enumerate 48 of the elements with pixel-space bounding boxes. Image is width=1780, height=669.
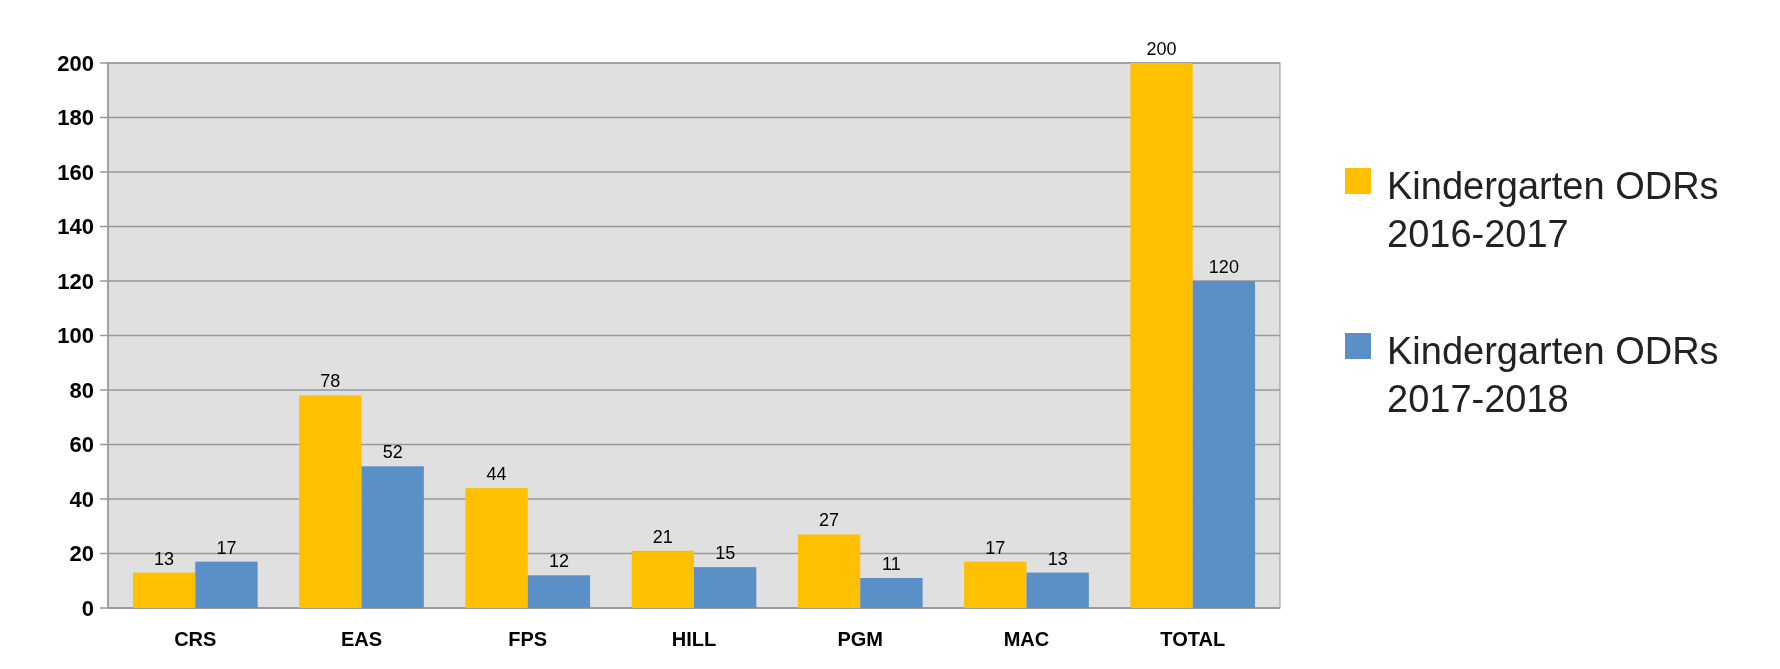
bar [132, 572, 196, 608]
bar [361, 466, 424, 608]
data-label: 13 [1047, 548, 1068, 569]
y-tick-label: 80 [69, 377, 94, 403]
bar [1192, 281, 1256, 608]
data-label: 52 [382, 442, 403, 463]
data-label: 11 [882, 554, 901, 575]
bar [797, 534, 861, 608]
x-tick-label: PGM [837, 628, 884, 650]
legend-label: Kindergarten ODRs 2016-2017 [1387, 165, 1719, 255]
bar [860, 578, 923, 608]
data-label: 12 [548, 551, 569, 572]
y-tick-label: 180 [57, 105, 94, 131]
bar [1130, 63, 1193, 608]
x-tick-label: MAC [1003, 628, 1050, 650]
bar [964, 561, 1027, 608]
x-tick-label: TOTAL [1160, 628, 1226, 650]
bar [631, 550, 694, 608]
y-tick-label: 40 [69, 486, 94, 512]
x-tick-label: FPS [508, 628, 548, 650]
data-label: 17 [216, 537, 237, 558]
y-tick-label: 140 [57, 214, 94, 240]
bar [299, 395, 362, 608]
legend-label: Kindergarten ODRs 2017-2018 [1387, 330, 1719, 420]
y-tick-label: 0 [81, 595, 94, 621]
y-tick-label: 160 [57, 159, 94, 185]
y-tick-label: 100 [57, 323, 94, 349]
y-tick-label: 200 [57, 50, 94, 76]
data-label: 78 [320, 371, 341, 392]
data-label: 120 [1208, 257, 1239, 277]
x-tick-label: HILL [671, 628, 717, 650]
bar [1026, 572, 1089, 608]
data-label: 13 [154, 548, 175, 569]
data-label: 27 [819, 510, 840, 531]
x-tick-label: CRS [174, 628, 217, 650]
data-label: 44 [486, 464, 507, 485]
x-tick-label: EAS [340, 628, 383, 650]
bar [694, 567, 757, 608]
bar [195, 561, 258, 608]
bar [465, 488, 528, 608]
y-tick-label: 120 [57, 268, 94, 294]
y-tick-label: 20 [69, 541, 94, 567]
data-label: 15 [715, 543, 736, 564]
bar [527, 575, 591, 608]
data-label: 17 [985, 537, 1006, 558]
data-label: 200 [1146, 39, 1177, 59]
y-tick-label: 60 [69, 432, 94, 458]
data-label: 21 [652, 526, 673, 547]
